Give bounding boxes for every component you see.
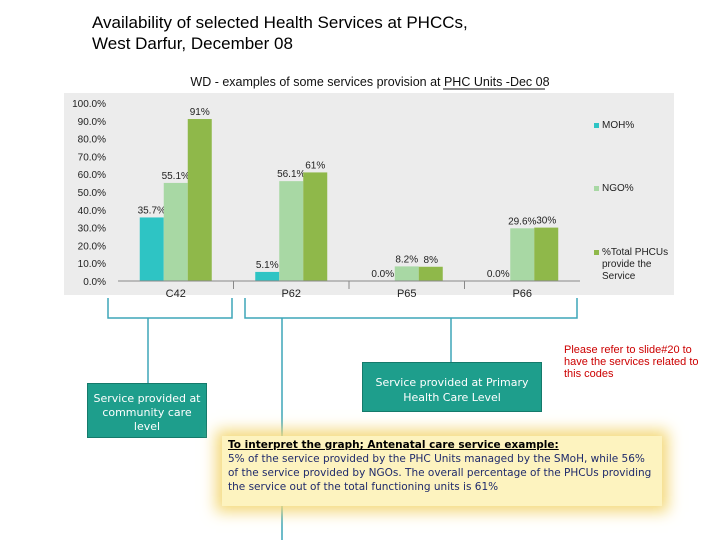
data-label: 56.1%: [277, 169, 305, 180]
bar: [139, 217, 164, 281]
bar: [187, 119, 212, 282]
legend-label: MOH%: [602, 120, 634, 131]
interpretation-text: 5% of the service provided by the PHC Un…: [228, 453, 652, 493]
data-label: 30%: [536, 216, 556, 227]
bar: [279, 181, 304, 281]
chart-title: WD - examples of some services provision…: [190, 75, 549, 89]
x-tick-label: P62: [281, 288, 301, 300]
y-tick-label: 70.0%: [78, 152, 106, 163]
y-axis: 0.0% 10.0% 20.0% 30.0% 40.0% 50.0% 60.0% 70.0% 8…: [72, 99, 106, 288]
page-title: Availability of selected Health Services…: [92, 12, 468, 54]
data-label: 61%: [305, 160, 325, 171]
bar: [303, 172, 328, 281]
legend-label: %Total PHCUs: [602, 247, 668, 258]
bar: [163, 182, 188, 281]
data-label: 5.1%: [256, 260, 279, 271]
legend-swatch: [594, 123, 599, 128]
title-line-1: Availability of selected Health Services…: [92, 13, 468, 32]
y-tick-label: 100.0%: [72, 99, 106, 110]
data-label: 35.7%: [138, 205, 166, 216]
bracket-community: [107, 298, 233, 319]
bar: [418, 266, 443, 281]
legend-swatch: [594, 250, 599, 255]
bar: [394, 266, 419, 281]
primary-care-box: Service provided at Primary Health Care …: [362, 362, 542, 412]
data-label: 8%: [424, 255, 439, 266]
data-label: 8.2%: [395, 254, 418, 265]
bars: 35.7%55.1%91%5.1%56.1%61%0.0%8.2% 8%0.0%2…: [138, 107, 559, 282]
interpretation-box: To interpret the graph; Antenatal care s…: [222, 436, 662, 506]
data-label: 0.0%: [487, 269, 510, 280]
x-tick-label: P65: [397, 288, 417, 300]
y-tick-label: 40.0%: [78, 206, 106, 217]
y-tick-label: 60.0%: [78, 170, 106, 181]
y-tick-label: 30.0%: [78, 224, 106, 235]
legend-swatch: [594, 186, 599, 191]
data-label: 29.6%: [508, 216, 536, 227]
data-label: 0.0%: [371, 269, 394, 280]
bracket-primary: [244, 298, 578, 319]
y-tick-label: 10.0%: [78, 259, 106, 270]
bar: [510, 228, 535, 281]
community-care-box: Service provided at community care level: [87, 383, 207, 438]
refer-note: Please refer to slide#20 to have the ser…: [564, 344, 699, 380]
interpretation-heading: To interpret the graph; Antenatal care s…: [228, 439, 559, 451]
bar: [534, 227, 559, 281]
x-tick-label: C42: [166, 288, 186, 300]
legend-label: NGO%: [602, 183, 634, 194]
y-tick-label: 80.0%: [78, 135, 106, 146]
y-tick-label: 90.0%: [78, 117, 106, 128]
legend-label: provide the: [602, 259, 652, 270]
bar: [255, 271, 280, 281]
data-label: 91%: [190, 107, 210, 118]
y-tick-label: 0.0%: [83, 277, 106, 288]
x-tick-label: P66: [512, 288, 532, 300]
y-tick-label: 50.0%: [78, 188, 106, 199]
title-line-2: West Darfur, December 08: [92, 34, 293, 53]
data-label: 55.1%: [162, 171, 190, 182]
legend-label: Service: [602, 271, 636, 282]
x-axis: C42 P62 P65 P66: [118, 280, 580, 300]
y-tick-label: 20.0%: [78, 241, 106, 252]
